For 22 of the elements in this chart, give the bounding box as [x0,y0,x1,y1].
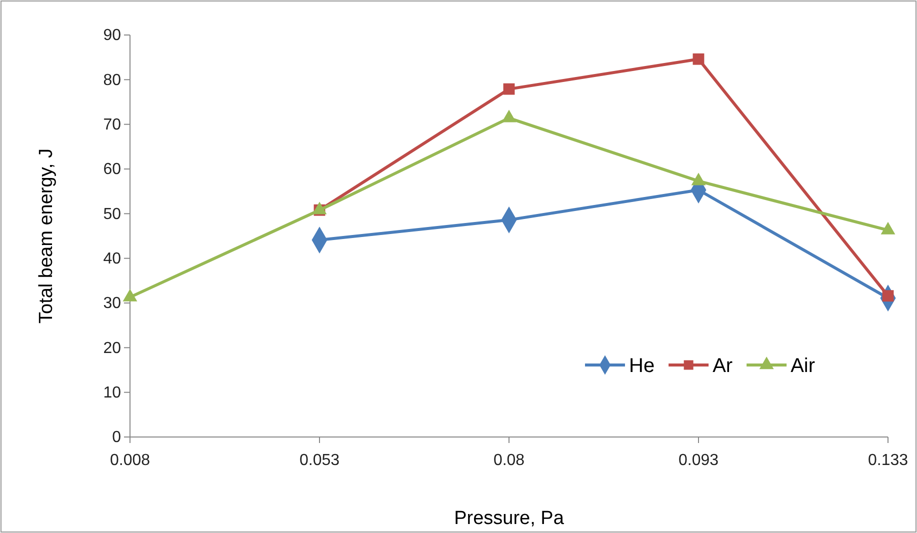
x-axis-title: Pressure, Pa [454,508,564,529]
y-tick-label: 50 [103,206,122,223]
y-tick-label: 10 [103,384,122,402]
y-tick-label: 20 [103,340,122,357]
y-tick-label: 60 [103,161,122,178]
x-tick-label: 0.008 [110,452,150,470]
y-tick-label: 40 [103,250,122,268]
point [692,53,704,65]
y-tick-label: 70 [103,116,122,134]
y-tick-label: 0 [112,429,122,446]
legend-label: Air [790,355,816,377]
y-axis-title: Total beam energy, J [36,148,57,324]
y-tick-label: 90 [103,27,122,44]
x-tick-label: 0.133 [868,452,908,470]
x-tick-label: 0.08 [493,452,525,470]
y-tick-label: 30 [103,295,122,312]
legend-label: Ar [712,355,733,377]
y-tick-label: 80 [103,72,122,89]
point [503,83,515,95]
x-tick-label: 0.093 [678,452,719,470]
x-tick-label: 0.053 [299,452,340,470]
legend-label: He [629,355,655,377]
